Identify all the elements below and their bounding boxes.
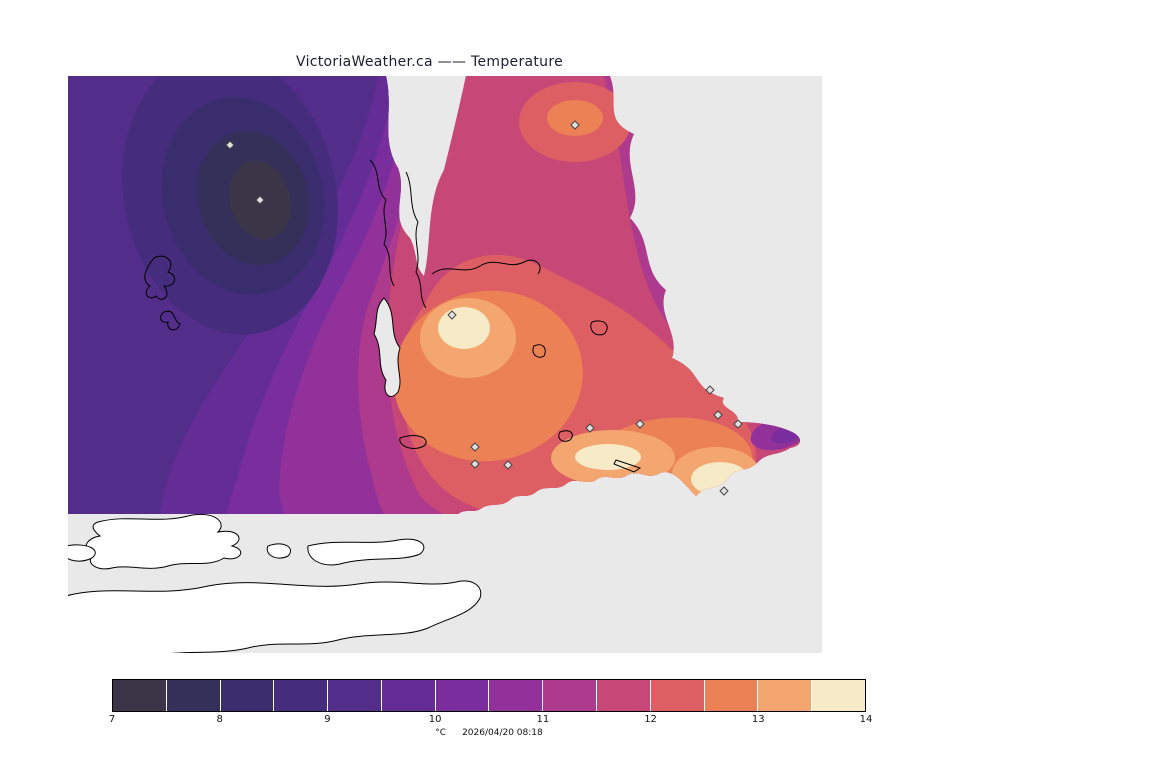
colorbar-segment	[273, 680, 328, 711]
coastlines	[144, 159, 642, 473]
station-marker	[733, 419, 743, 429]
lake-outline	[558, 430, 573, 442]
colorbar-segment	[596, 680, 650, 711]
contour-band	[547, 100, 603, 136]
colorbar-segment	[703, 680, 758, 711]
colorbar: 7 8 9 10 11 12 13 14 °C 2026/04/20 08:18	[108, 679, 873, 738]
station-marker	[713, 410, 723, 420]
station-marker	[719, 486, 729, 496]
station-markers	[225, 120, 743, 496]
land-polygon	[85, 514, 242, 570]
lake-outline	[590, 320, 608, 336]
lake-outline	[532, 344, 546, 358]
coastline	[160, 310, 181, 331]
colorbar-segment	[488, 680, 543, 711]
colorbar-segment	[113, 680, 166, 711]
land-polygon	[68, 544, 96, 562]
page-title: VictoriaWeather.ca —— Temperature	[296, 54, 564, 70]
colorbar-tick-label: 10	[428, 714, 442, 725]
coastline	[405, 171, 427, 309]
land-areas	[68, 514, 482, 653]
inlet-water	[373, 297, 401, 397]
colorbar-tick-label: 12	[644, 714, 657, 725]
temperature-map	[68, 76, 822, 653]
units-label: °C	[435, 728, 447, 738]
colorbar-ticks: 7 8 9 10 11 12 13 14	[108, 714, 873, 727]
colorbar-tick-label: 9	[324, 714, 331, 725]
coastline	[369, 159, 395, 287]
station-marker	[255, 195, 265, 205]
colorbar-scale	[112, 679, 866, 712]
colorbar-tick-label: 13	[751, 714, 765, 725]
colorbar-segment	[219, 680, 274, 711]
colorbar-segment	[542, 680, 597, 711]
station-marker	[470, 459, 480, 469]
colorbar-tick-label: 8	[216, 714, 223, 725]
station-marker	[705, 385, 715, 395]
colorbar-segment	[811, 680, 865, 711]
colorbar-caption: °C 2026/04/20 08:18	[112, 728, 866, 738]
colorbar-segment	[649, 680, 704, 711]
station-marker	[585, 423, 595, 433]
land-polygon	[68, 580, 482, 653]
colorbar-segment	[380, 680, 435, 711]
colorbar-segment	[327, 680, 381, 711]
contour-band	[575, 444, 641, 470]
lake-outline	[613, 459, 642, 473]
station-marker	[635, 419, 645, 429]
station-marker	[470, 442, 480, 452]
land-polygon	[307, 538, 425, 566]
colorbar-tick-label: 11	[536, 714, 550, 725]
colorbar-tick-label: 14	[859, 714, 873, 725]
coastline	[431, 259, 541, 275]
colorbar-segment	[165, 680, 220, 711]
colorbar-segment	[757, 680, 812, 711]
coastline	[144, 255, 176, 300]
land-polygon	[266, 543, 291, 559]
station-marker	[503, 460, 513, 470]
colorbar-segment	[434, 680, 489, 711]
colorbar-tick-label: 7	[108, 714, 116, 725]
station-marker	[570, 120, 580, 130]
station-marker	[225, 140, 235, 150]
contour-band	[438, 307, 490, 349]
datetime-label: 2026/04/20 08:18	[462, 728, 543, 738]
station-marker	[447, 310, 457, 320]
lake-outline	[399, 435, 427, 449]
